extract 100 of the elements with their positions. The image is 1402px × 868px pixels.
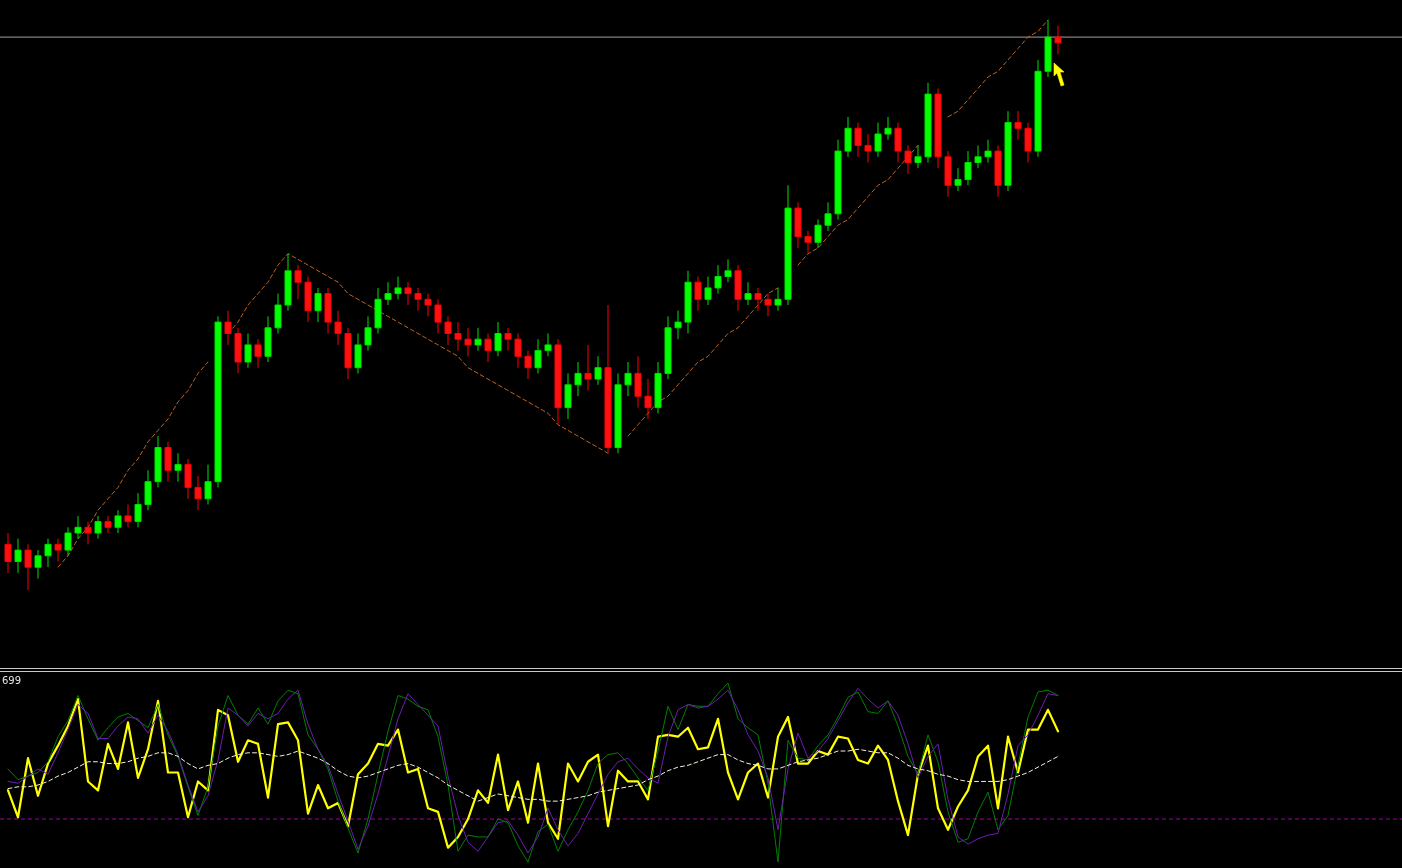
candlestick [874, 122, 882, 158]
candlestick [984, 139, 992, 163]
candlestick [414, 287, 422, 312]
candlestick [604, 304, 612, 454]
candlestick [164, 441, 172, 483]
candlestick [514, 333, 522, 369]
candlestick [764, 293, 772, 317]
candlestick [1034, 59, 1042, 158]
candlestick [124, 504, 132, 528]
candlestick [794, 201, 802, 249]
candlestick [194, 475, 202, 511]
candlestick [374, 287, 382, 334]
candlestick [14, 538, 22, 574]
candlestick [664, 315, 672, 380]
candlestick [554, 338, 562, 426]
candlestick [294, 264, 302, 300]
candlestick [844, 116, 852, 158]
candlestick [34, 549, 42, 580]
candlestick [204, 464, 212, 505]
candlestick [964, 150, 972, 186]
candlestick [854, 122, 862, 158]
candlestick [524, 350, 532, 380]
candlestick [624, 361, 632, 397]
candlestick [934, 87, 942, 169]
candlestick [324, 287, 332, 334]
candlestick [754, 287, 762, 312]
candlestick [884, 116, 892, 141]
candlestick [174, 452, 182, 483]
candlestick [774, 287, 782, 312]
candlestick [354, 333, 362, 374]
candlestick [94, 515, 102, 540]
candlestick [234, 327, 242, 374]
candlestick [314, 287, 322, 323]
candlestick [424, 293, 432, 317]
candlestick [344, 327, 352, 380]
candlestick [84, 521, 92, 545]
candlestick [824, 201, 832, 232]
candlestick [4, 532, 12, 574]
candlestick [974, 144, 982, 169]
candlestick [744, 281, 752, 306]
candlestick [654, 361, 662, 414]
candlestick [394, 276, 402, 300]
candlestick [184, 458, 192, 500]
candlestick [804, 230, 812, 255]
candlestick [264, 315, 272, 363]
candlestick [694, 276, 702, 312]
candlestick [114, 509, 122, 534]
candlestick [644, 378, 652, 420]
candlestick [134, 492, 142, 528]
candlestick [44, 538, 52, 568]
candlestick [244, 333, 252, 369]
candlestick [504, 327, 512, 352]
candlestick [464, 327, 472, 357]
candlestick [214, 315, 222, 488]
candlestick [574, 361, 582, 397]
candlestick [534, 338, 542, 374]
candlestick [254, 338, 262, 369]
candlestick [544, 333, 552, 357]
candlestick [894, 122, 902, 163]
candlestick [404, 281, 412, 306]
candlestick [274, 293, 282, 334]
candlestick [1024, 122, 1032, 163]
candlestick [384, 281, 392, 306]
candlestick [74, 515, 82, 540]
candlestick [814, 219, 822, 249]
candlestick [674, 310, 682, 340]
candlestick [334, 310, 342, 346]
candlestick [634, 355, 642, 409]
candlestick [484, 333, 492, 363]
candlestick [864, 133, 872, 163]
candlestick [284, 253, 292, 312]
candlestick [704, 276, 712, 306]
candlestick [944, 150, 952, 198]
candlestick [474, 327, 482, 352]
candlestick [154, 435, 162, 488]
candlestick [54, 538, 62, 562]
candlestick [584, 344, 592, 391]
candlestick [914, 144, 922, 169]
candlestick [784, 184, 792, 306]
candlestick [104, 515, 112, 534]
candlestick [684, 270, 692, 334]
candlestick [1044, 19, 1052, 78]
candlestick [24, 543, 32, 591]
candlestick [434, 298, 442, 334]
candlestick [994, 144, 1002, 198]
candlestick [304, 276, 312, 323]
candlestick [594, 355, 602, 386]
candlestick [224, 310, 232, 346]
candlestick [924, 82, 932, 163]
candlestick [954, 167, 962, 192]
candlestick [494, 321, 502, 357]
candlestick [714, 264, 722, 295]
candlestick [64, 526, 72, 557]
candlestick [1004, 110, 1012, 192]
annotation: 699 [2, 675, 22, 686]
candlestick [1054, 25, 1062, 55]
candlestick [724, 258, 732, 283]
candlestick [444, 315, 452, 346]
candlestick [564, 372, 572, 420]
candlestick [734, 264, 742, 312]
